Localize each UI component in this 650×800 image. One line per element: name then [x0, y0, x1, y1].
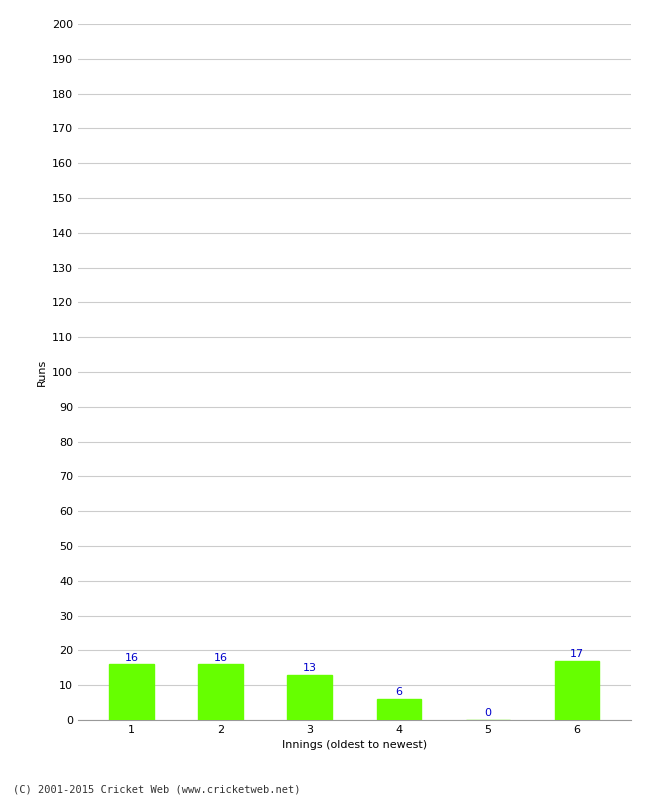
Bar	[554, 661, 599, 720]
Text: (C) 2001-2015 Cricket Web (www.cricketweb.net): (C) 2001-2015 Cricket Web (www.cricketwe…	[13, 784, 300, 794]
X-axis label: Innings (oldest to newest): Innings (oldest to newest)	[281, 741, 427, 750]
Text: 16: 16	[214, 653, 228, 662]
Bar	[198, 664, 243, 720]
Text: 0: 0	[484, 708, 491, 718]
Y-axis label: Runs: Runs	[36, 358, 46, 386]
Bar	[109, 664, 154, 720]
Bar	[287, 674, 332, 720]
Text: 6: 6	[395, 687, 402, 698]
Text: 16: 16	[124, 653, 138, 662]
Text: 13: 13	[303, 663, 317, 673]
Text: 17: 17	[570, 649, 584, 659]
Bar	[376, 699, 421, 720]
